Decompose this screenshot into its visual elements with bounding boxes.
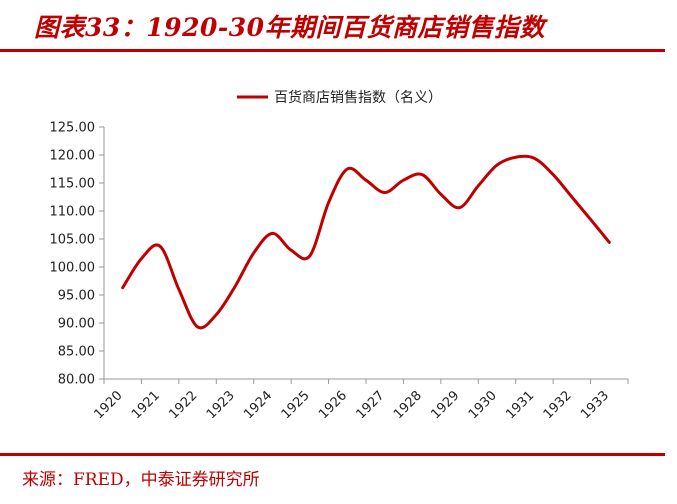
x-tick-label: 1922: [166, 388, 200, 422]
x-tick-label: 1927: [354, 388, 388, 422]
y-tick-label: 95.00: [58, 289, 95, 304]
y-tick-label: 120.00: [50, 149, 96, 164]
legend-label: 百货商店销售指数（名义）: [274, 89, 442, 106]
source-rule: [0, 453, 665, 456]
y-tick-label: 115.00: [50, 177, 96, 192]
title-rule: [0, 49, 665, 52]
figure-title: 图表33：1920-30年期间百货商店销售指数: [34, 13, 546, 42]
source-note: 来源：FRED，中泰证券研究所: [22, 470, 260, 490]
y-tick-label: 90.00: [58, 317, 95, 332]
y-tick-label: 100.00: [50, 261, 96, 276]
x-tick-label: 1930: [466, 388, 500, 422]
x-tick-label: 1925: [279, 388, 313, 422]
y-tick-label: 105.00: [50, 233, 96, 248]
x-tick-label: 1933: [578, 388, 612, 422]
x-tick-label: 1920: [92, 388, 126, 422]
x-tick-label: 1929: [428, 388, 462, 422]
y-tick-label: 125.00: [50, 121, 96, 136]
x-axis: 1920 1921 1922 1923 1924 1925 1926 1927 1928 1929…: [92, 378, 629, 422]
y-tick-label: 85.00: [58, 345, 95, 360]
y-axis: 80.00 85.00 90.00 95.00 100.00 105.00 110.00 11…: [50, 121, 105, 388]
x-tick-label: 1924: [241, 388, 275, 422]
x-tick-label: 1921: [129, 388, 163, 422]
x-tick-label: 1923: [204, 388, 238, 422]
x-tick-label: 1926: [316, 388, 350, 422]
x-tick-label: 1928: [391, 388, 425, 422]
x-tick-label: 1932: [541, 388, 575, 422]
y-tick-label: 110.00: [50, 205, 96, 220]
x-tick-label: 1931: [503, 388, 537, 422]
legend: 百货商店销售指数（名义）: [237, 89, 442, 106]
series-line: [121, 154, 611, 330]
y-tick-label: 80.00: [58, 373, 95, 388]
